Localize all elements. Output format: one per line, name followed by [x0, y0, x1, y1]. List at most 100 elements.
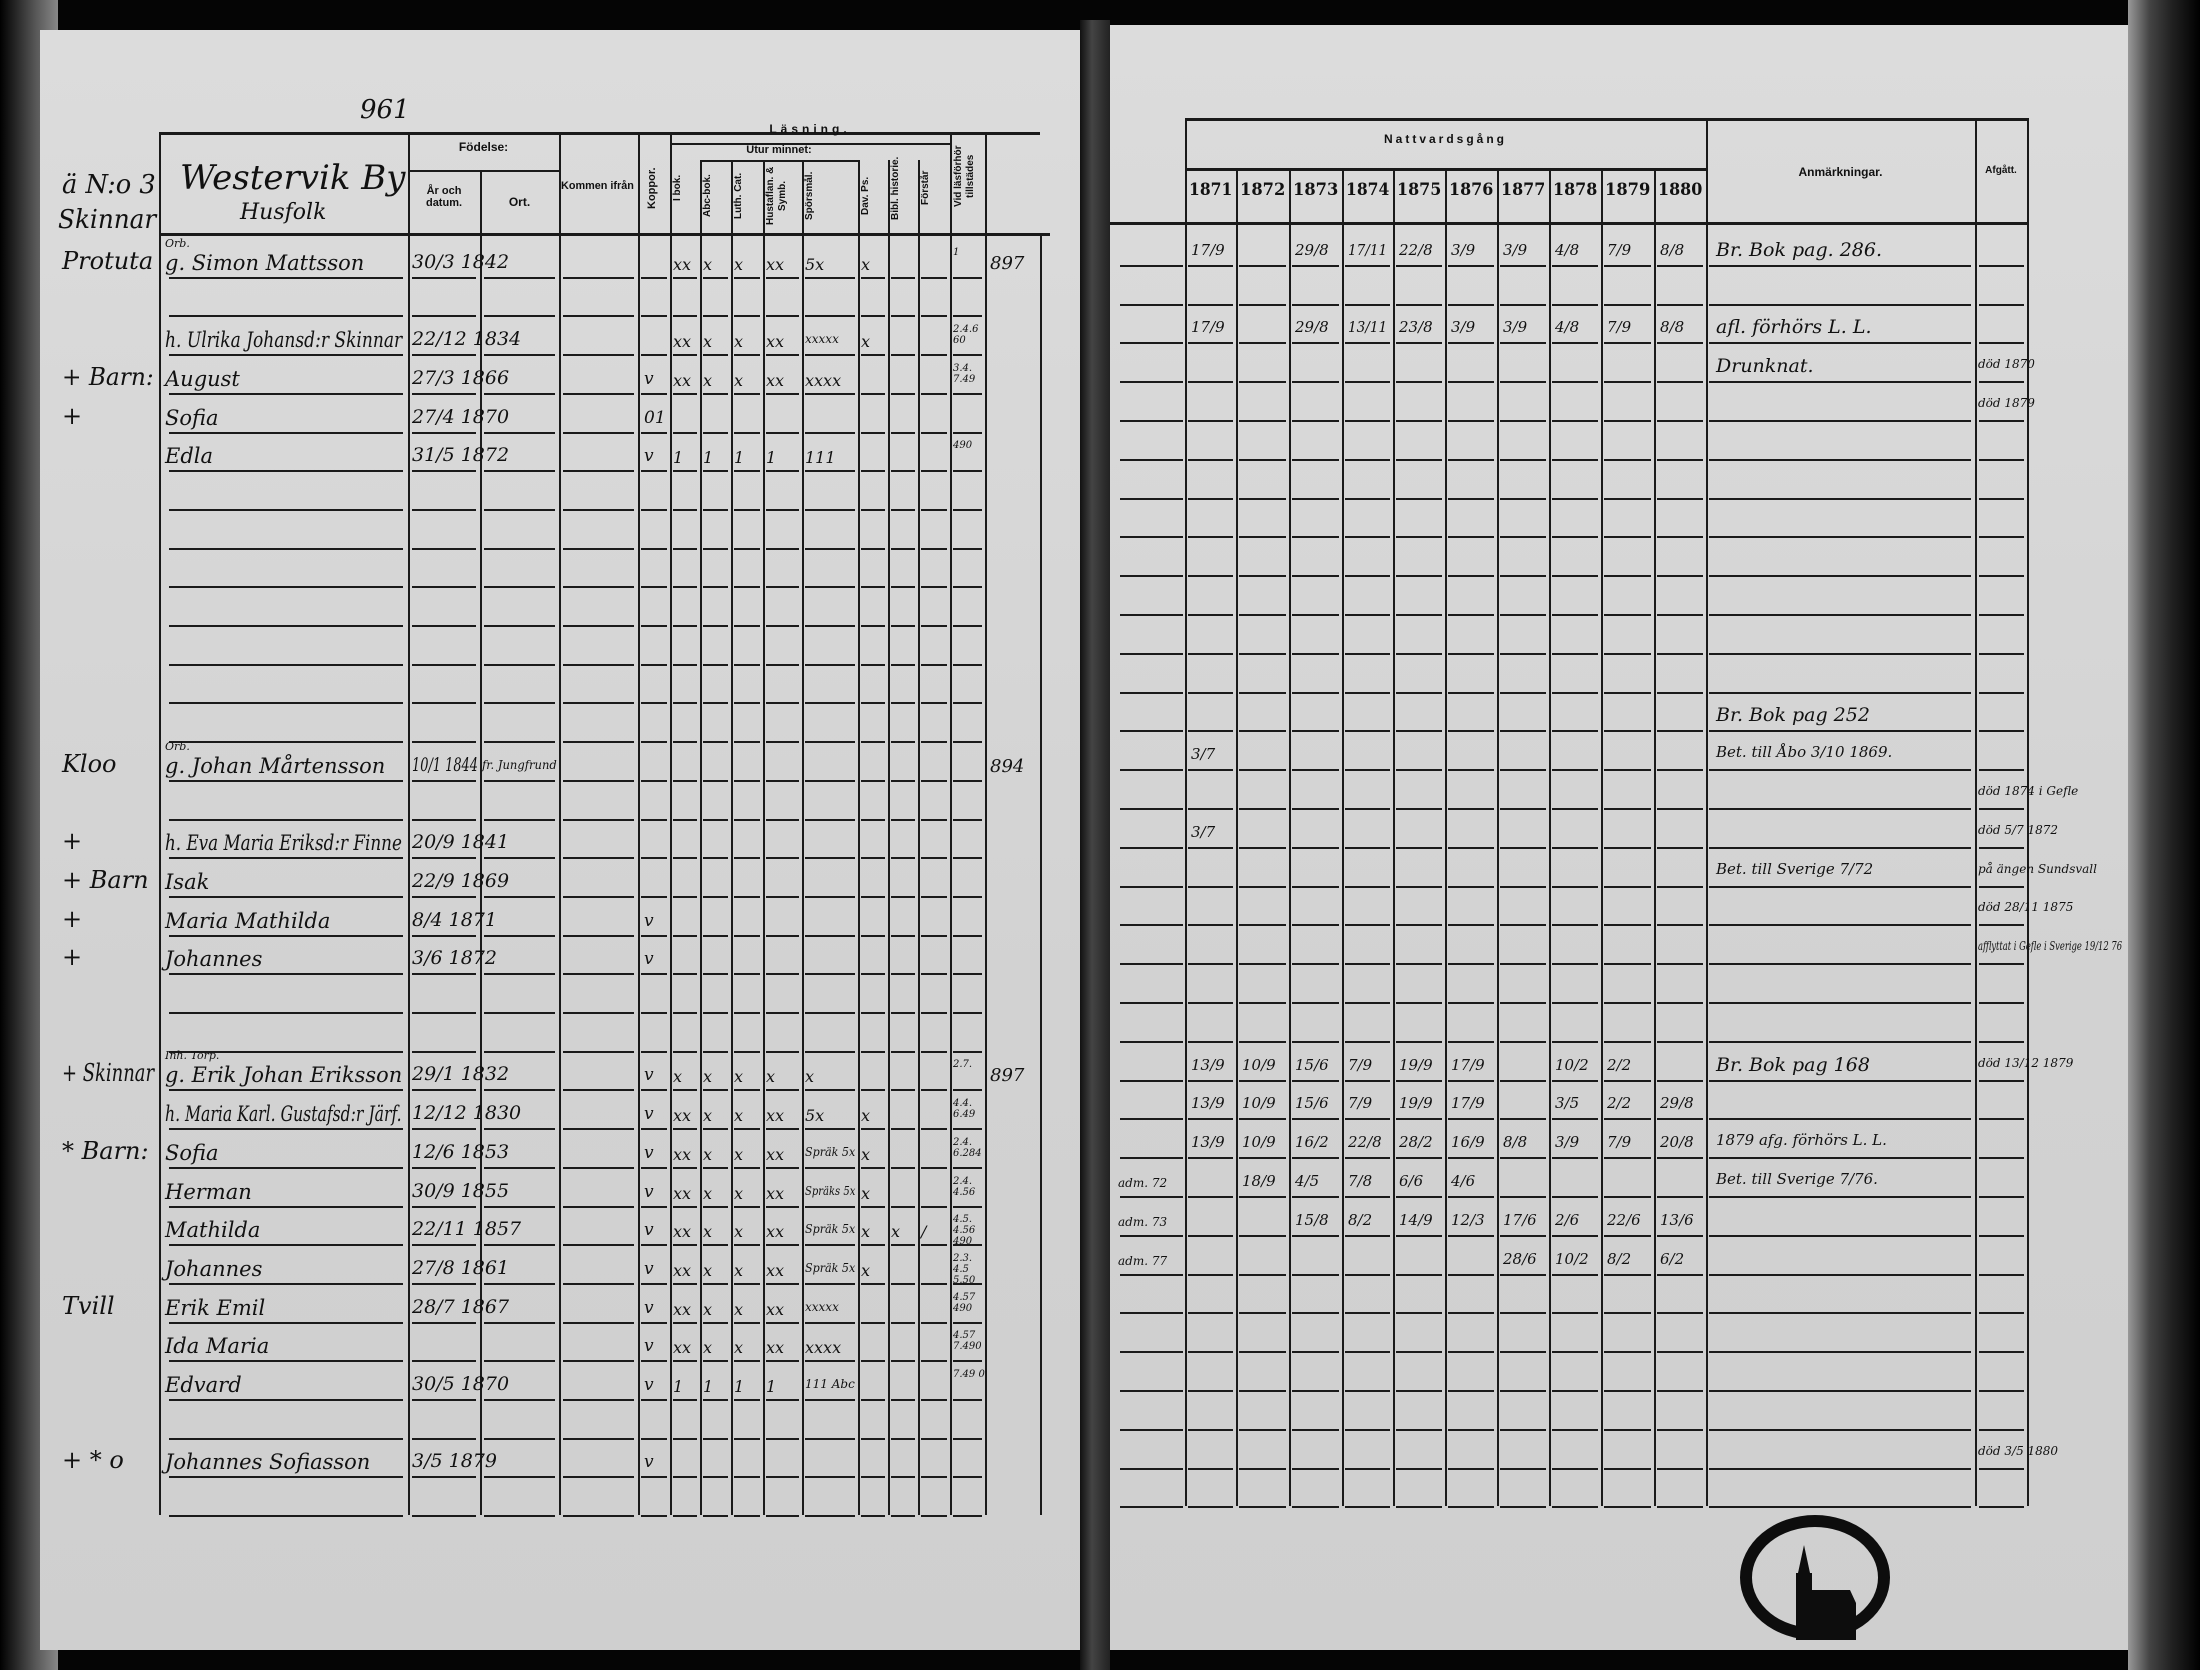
rule-line — [1709, 1273, 1971, 1276]
rule-line — [1188, 1002, 1233, 1004]
column-line — [1289, 168, 1291, 1507]
rule-line — [1239, 342, 1286, 345]
rule-line — [1552, 846, 1598, 849]
person-name: Johannes Sofiasson — [165, 1450, 371, 1475]
rule-line — [1396, 1312, 1442, 1315]
rule-line — [673, 1282, 697, 1285]
rule-line — [766, 895, 799, 898]
rule-line — [1979, 1157, 2024, 1160]
header-kommen: Kommen ifrån — [561, 180, 634, 192]
rule-line — [1500, 1002, 1546, 1004]
rule-line — [734, 508, 760, 511]
vaccination-mark: v — [644, 1336, 654, 1357]
communion-date: 29/8 — [1660, 1094, 1694, 1113]
rule-line — [1345, 1234, 1390, 1237]
rule-line — [1188, 1312, 1233, 1315]
rule-line — [805, 392, 855, 395]
rule-line — [412, 779, 476, 782]
rule-line — [673, 1166, 697, 1169]
rule-line — [169, 1282, 403, 1285]
rule-line — [1500, 303, 1546, 306]
rule-line — [734, 1050, 760, 1053]
rule-line — [1604, 730, 1651, 733]
rule-line — [1552, 691, 1598, 694]
rule-line — [1657, 808, 1703, 810]
rule-line — [1500, 614, 1546, 616]
rule-line — [703, 315, 728, 318]
reading-mark: x — [734, 1183, 744, 1203]
rule-line — [673, 1515, 697, 1518]
year-header: 1871 — [1189, 180, 1233, 200]
rule-line — [1120, 1312, 1183, 1315]
rule-line — [1239, 1157, 1286, 1160]
rule-line — [1448, 614, 1494, 616]
birth-date: 12/6 1853 — [412, 1140, 510, 1163]
book-edge-right — [2128, 0, 2200, 1670]
rule-line — [891, 1205, 915, 1208]
rule-line — [805, 1282, 855, 1285]
rule-line — [734, 276, 760, 279]
rule-line — [1345, 1428, 1390, 1431]
rule-line — [673, 779, 697, 782]
person-name: Sofia — [165, 405, 219, 430]
communion-date: 10/9 — [1242, 1055, 1276, 1074]
person-name: h. Ulrika Johansd:r Skinnar — [165, 328, 403, 353]
rule-line — [953, 1515, 982, 1518]
rule-line — [766, 315, 799, 318]
birth-date: 30/3 1842 — [412, 250, 510, 273]
communion-date: 15/8 — [1295, 1210, 1329, 1229]
rule-line — [734, 625, 760, 627]
rule-line — [766, 1515, 799, 1518]
rule-line — [703, 354, 728, 357]
rule-line — [891, 1321, 915, 1324]
rule-line — [1120, 1196, 1183, 1198]
rule-line — [412, 1282, 476, 1285]
rule-line — [1709, 1312, 1971, 1315]
rule-line — [673, 1244, 697, 1247]
rule-line — [673, 895, 697, 898]
rule-line — [1120, 536, 1183, 539]
communion-date: 3/9 — [1451, 318, 1476, 337]
header-abc: Abc-bok. — [702, 174, 713, 218]
rule-line — [484, 470, 555, 473]
reading-mark: x — [734, 1144, 744, 1164]
rule-line — [563, 392, 634, 395]
rule-line — [169, 470, 403, 473]
rule-line — [159, 233, 1050, 236]
rule-line — [673, 1476, 697, 1479]
rule-line — [641, 547, 667, 550]
rule-line — [891, 1282, 915, 1285]
rule-line — [1239, 303, 1286, 306]
rule-line — [1552, 575, 1598, 578]
rule-line — [921, 1360, 947, 1363]
rule-line — [641, 1282, 667, 1285]
rule-line — [1552, 536, 1598, 539]
departure-note: död 1879 — [1978, 396, 2035, 410]
year-header: 1877 — [1501, 180, 1546, 200]
communion-date: 22/8 — [1399, 240, 1433, 259]
rule-line — [1500, 1118, 1546, 1121]
rule-line — [169, 1321, 403, 1324]
reading-mark: xx — [673, 1183, 692, 1203]
communion-date: 10/2 — [1555, 1249, 1589, 1268]
reading-mark: x — [734, 1299, 744, 1319]
rule-line — [1396, 885, 1442, 888]
rule-line — [734, 818, 760, 821]
rule-line — [563, 508, 634, 511]
rule-line — [1396, 1118, 1442, 1121]
person-name: h. Maria Karl. Gustafsd:r Järf. — [165, 1102, 402, 1127]
column-line — [1706, 118, 1708, 1507]
rule-line — [1657, 691, 1703, 694]
rule-line — [484, 1166, 555, 1169]
rule-line — [1500, 769, 1546, 772]
rule-line — [1979, 497, 2024, 500]
column-line — [1975, 118, 1977, 1507]
column-line — [559, 132, 561, 1516]
rule-line — [1188, 808, 1233, 810]
rule-line — [1709, 303, 1971, 306]
rule-line — [1110, 222, 2027, 225]
rule-line — [1120, 1118, 1183, 1121]
rule-line — [1979, 846, 2024, 849]
year-header: 1874 — [1346, 180, 1390, 200]
reading-mark: x — [891, 1222, 901, 1242]
